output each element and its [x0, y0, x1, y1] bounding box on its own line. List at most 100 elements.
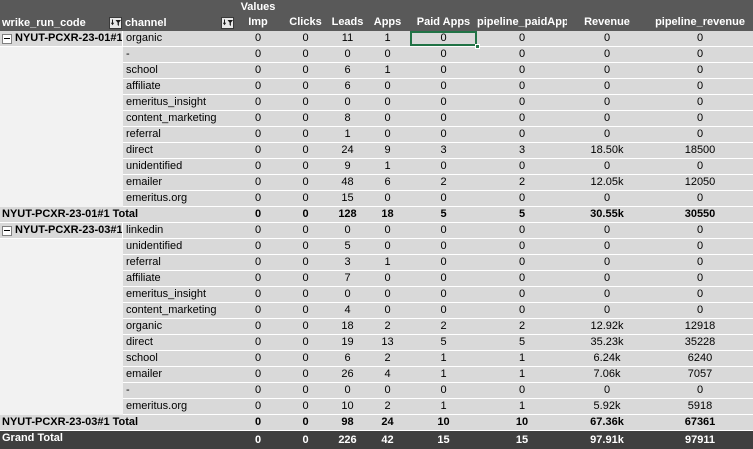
value-cell[interactable]: 0 — [567, 383, 647, 399]
value-cell[interactable]: 0 — [365, 303, 410, 319]
value-cell[interactable]: 0 — [365, 191, 410, 207]
value-cell[interactable]: 9 — [365, 143, 410, 159]
row-header-blank-cell[interactable] — [0, 159, 123, 175]
row-header-blank-cell[interactable] — [0, 239, 123, 255]
value-cell[interactable]: 0 — [281, 143, 330, 159]
value-cell[interactable]: 0 — [410, 79, 477, 95]
channel-cell[interactable]: direct — [123, 143, 235, 159]
group-total-value-cell[interactable]: 18 — [365, 207, 410, 223]
value-cell[interactable]: 0 — [281, 335, 330, 351]
value-cell[interactable]: 0 — [647, 111, 753, 127]
fill-handle[interactable] — [475, 44, 480, 49]
row-header-blank-cell[interactable] — [0, 111, 123, 127]
value-cell[interactable]: 0 — [235, 31, 281, 47]
value-cell[interactable]: 0 — [410, 111, 477, 127]
value-cell[interactable]: 19 — [330, 335, 365, 351]
value-cell[interactable]: 0 — [281, 351, 330, 367]
value-cell[interactable]: 35228 — [647, 335, 753, 351]
value-cell[interactable]: 0 — [365, 383, 410, 399]
group-total-value-cell[interactable]: 10 — [410, 415, 477, 431]
value-cell[interactable]: 2 — [365, 351, 410, 367]
value-cell[interactable]: 15 — [330, 191, 365, 207]
value-cell[interactable]: 18500 — [647, 143, 753, 159]
value-cell[interactable]: 2 — [477, 319, 567, 335]
row-header-blank-cell[interactable] — [0, 127, 123, 143]
channel-cell[interactable]: referral — [123, 255, 235, 271]
channel-cell[interactable]: linkedin — [123, 223, 235, 239]
column-header-apps[interactable]: Apps — [373, 16, 402, 28]
group-total-value-cell[interactable]: 24 — [365, 415, 410, 431]
value-cell[interactable]: 0 — [567, 271, 647, 287]
value-cell[interactable]: 0 — [567, 255, 647, 271]
value-cell[interactable]: 0 — [647, 223, 753, 239]
value-cell[interactable]: 0 — [647, 303, 753, 319]
value-cell[interactable]: 0 — [647, 63, 753, 79]
column-header-revenue[interactable]: Revenue — [584, 16, 630, 28]
value-cell[interactable]: 0 — [567, 127, 647, 143]
group-total-value-cell[interactable]: 10 — [477, 415, 567, 431]
group-total-value-cell[interactable]: 30550 — [647, 207, 753, 223]
value-cell[interactable]: 9 — [330, 159, 365, 175]
value-cell[interactable]: 5 — [477, 335, 567, 351]
value-cell[interactable]: 0 — [647, 159, 753, 175]
value-cell[interactable]: 0 — [410, 159, 477, 175]
value-cell[interactable]: 0 — [477, 255, 567, 271]
column-header-wrike-run-code[interactable]: wrike_run_code — [0, 15, 123, 31]
value-cell[interactable]: 1 — [477, 399, 567, 415]
value-cell[interactable]: 0 — [410, 255, 477, 271]
group-total-value-cell[interactable]: 30.55k — [567, 207, 647, 223]
value-cell[interactable]: 0 — [365, 95, 410, 111]
value-cell[interactable]: 0 — [235, 255, 281, 271]
value-cell[interactable]: 0 — [281, 255, 330, 271]
value-cell[interactable]: 0 — [410, 239, 477, 255]
channel-cell[interactable]: direct — [123, 335, 235, 351]
value-cell[interactable]: 4 — [330, 303, 365, 319]
value-cell[interactable]: 0 — [235, 159, 281, 175]
row-header-blank-cell[interactable] — [0, 271, 123, 287]
channel-cell[interactable]: emeritus.org — [123, 399, 235, 415]
group-total-value-cell[interactable]: 67.36k — [567, 415, 647, 431]
value-cell[interactable]: 3 — [330, 255, 365, 271]
value-cell[interactable]: 0 — [647, 127, 753, 143]
filter-sort-icon[interactable] — [221, 17, 234, 29]
value-cell[interactable]: 0 — [365, 287, 410, 303]
value-cell[interactable]: 6 — [365, 175, 410, 191]
channel-cell[interactable]: school — [123, 63, 235, 79]
column-header-leads[interactable]: Leads — [331, 16, 364, 28]
value-cell[interactable]: 7057 — [647, 367, 753, 383]
value-cell[interactable]: 1 — [410, 351, 477, 367]
collapse-icon[interactable] — [2, 33, 12, 44]
value-cell[interactable]: 7 — [330, 271, 365, 287]
value-cell[interactable]: 8 — [330, 111, 365, 127]
value-cell[interactable]: 0 — [647, 79, 753, 95]
value-cell[interactable]: 0 — [477, 63, 567, 79]
grand-total-value-cell[interactable]: 42 — [381, 433, 394, 446]
value-cell[interactable]: 0 — [330, 95, 365, 111]
value-cell[interactable]: 6 — [330, 63, 365, 79]
value-cell[interactable]: 0 — [330, 223, 365, 239]
value-cell[interactable]: 0 — [281, 367, 330, 383]
value-cell[interactable]: 0 — [410, 271, 477, 287]
channel-cell[interactable]: emeritus_insight — [123, 95, 235, 111]
filter-sort-icon[interactable] — [109, 17, 122, 29]
value-cell[interactable]: 0 — [365, 239, 410, 255]
value-cell[interactable]: 5918 — [647, 399, 753, 415]
value-cell[interactable]: 6 — [330, 351, 365, 367]
value-cell[interactable]: 0 — [477, 191, 567, 207]
value-cell[interactable]: 0 — [235, 191, 281, 207]
value-cell[interactable]: 0 — [647, 239, 753, 255]
row-header-blank-cell[interactable] — [0, 383, 123, 399]
value-cell[interactable]: 0 — [647, 287, 753, 303]
value-cell[interactable]: 0 — [477, 79, 567, 95]
value-cell[interactable]: 12.92k — [567, 319, 647, 335]
value-cell[interactable]: 0 — [567, 63, 647, 79]
value-cell[interactable]: 0 — [410, 223, 477, 239]
value-cell[interactable]: 0 — [477, 95, 567, 111]
value-cell[interactable]: 0 — [235, 127, 281, 143]
value-cell[interactable]: 0 — [235, 111, 281, 127]
value-cell[interactable]: 0 — [410, 47, 477, 63]
value-cell[interactable]: 2 — [365, 399, 410, 415]
value-cell[interactable]: 0 — [567, 303, 647, 319]
value-cell[interactable]: 0 — [477, 287, 567, 303]
value-cell[interactable]: 0 — [281, 303, 330, 319]
